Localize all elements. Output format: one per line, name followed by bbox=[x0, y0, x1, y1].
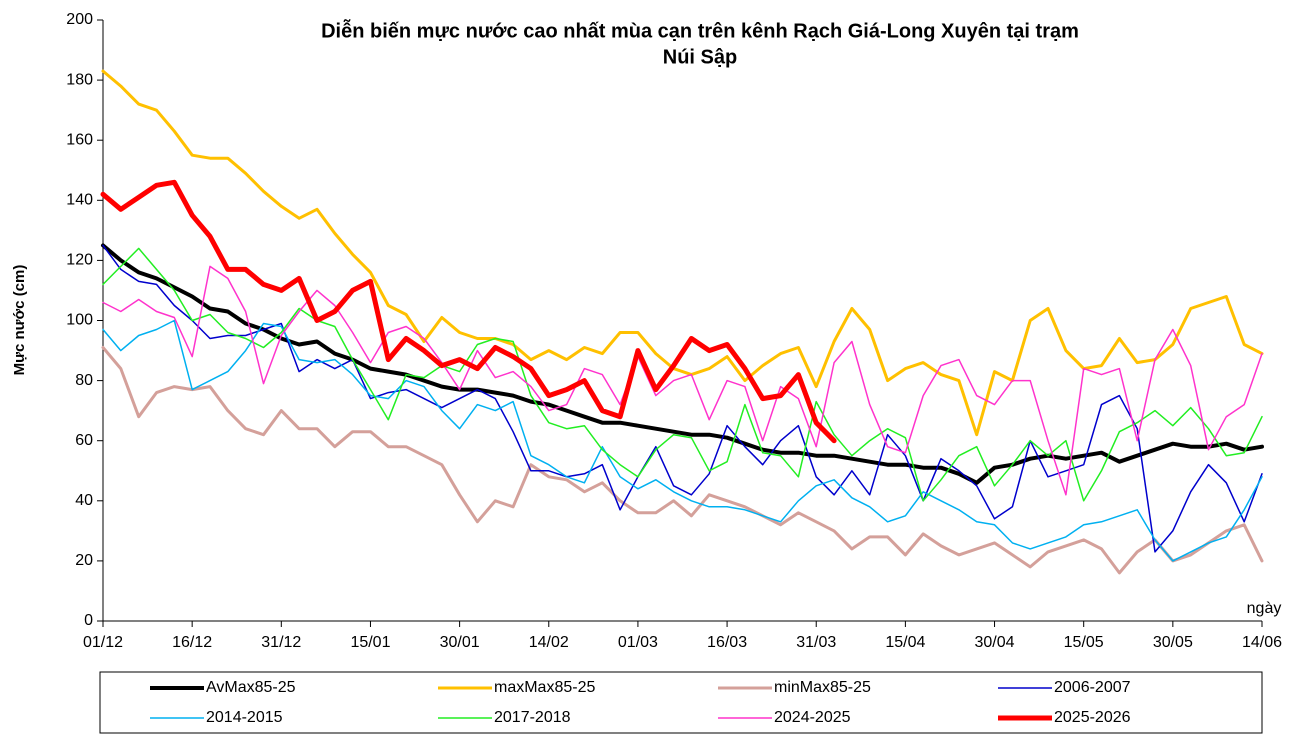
y-tick-label: 0 bbox=[84, 612, 93, 629]
y-tick-label: 40 bbox=[75, 492, 93, 509]
x-tick-label: 30/05 bbox=[1153, 634, 1193, 651]
y-axis-label: Mực nước (cm) bbox=[11, 265, 28, 376]
y-tick-label: 20 bbox=[75, 552, 93, 569]
x-tick-label: 01/03 bbox=[618, 634, 658, 651]
series-line bbox=[101, 346, 1264, 575]
series-line bbox=[101, 69, 1264, 437]
x-tick-label: 31/12 bbox=[261, 634, 301, 651]
y-tick-label: 60 bbox=[75, 432, 93, 449]
chart-title: Núi Sập bbox=[663, 46, 737, 68]
x-tick-label: 16/03 bbox=[707, 634, 747, 651]
x-axis-label: ngày bbox=[1247, 600, 1282, 617]
y-tick-label: 140 bbox=[66, 192, 93, 209]
y-tick-label: 100 bbox=[66, 312, 93, 329]
series-line bbox=[102, 319, 1263, 562]
series-line bbox=[102, 265, 1263, 496]
legend-label: 2017-2018 bbox=[494, 709, 571, 726]
x-tick-label: 16/12 bbox=[172, 634, 212, 651]
legend-label: minMax85-25 bbox=[774, 679, 871, 696]
legend-label: 2006-2007 bbox=[1054, 679, 1131, 696]
y-tick-label: 160 bbox=[66, 131, 93, 148]
x-tick-label: 15/01 bbox=[350, 634, 390, 651]
y-tick-label: 80 bbox=[75, 372, 93, 389]
legend-label: 2014-2015 bbox=[206, 709, 283, 726]
series-line bbox=[101, 243, 1264, 485]
y-tick-label: 120 bbox=[66, 252, 93, 269]
legend-label: 2025-2026 bbox=[1054, 709, 1131, 726]
x-tick-label: 31/03 bbox=[796, 634, 836, 651]
x-tick-label: 14/02 bbox=[529, 634, 569, 651]
x-tick-label: 30/01 bbox=[440, 634, 480, 651]
chart-title: Diễn biến mực nước cao nhất mùa cạn trên… bbox=[321, 18, 1079, 42]
legend-box bbox=[99, 671, 1263, 734]
x-tick-label: 15/05 bbox=[1064, 634, 1104, 651]
series-line bbox=[100, 179, 837, 444]
x-tick-label: 15/04 bbox=[885, 634, 925, 651]
legend-label: AvMax85-25 bbox=[206, 679, 296, 696]
x-tick-label: 01/12 bbox=[83, 634, 123, 651]
legend-label: maxMax85-25 bbox=[494, 679, 595, 696]
x-tick-label: 14/06 bbox=[1242, 634, 1282, 651]
y-tick-label: 180 bbox=[66, 71, 93, 88]
series-line bbox=[102, 247, 1263, 502]
y-tick-label: 200 bbox=[66, 11, 93, 28]
x-tick-label: 30/04 bbox=[975, 634, 1015, 651]
legend-label: 2024-2025 bbox=[774, 709, 851, 726]
